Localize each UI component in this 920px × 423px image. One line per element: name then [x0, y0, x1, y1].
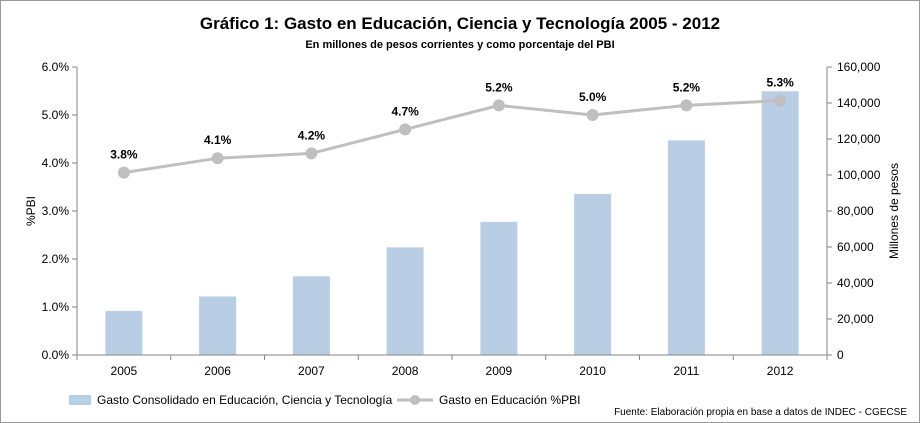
bar-2005	[105, 310, 143, 355]
x-axis-tick-label: 2008	[392, 364, 419, 378]
data-label-2006: 4.1%	[204, 133, 232, 147]
right-axis-tick-label: 20,000	[837, 312, 874, 326]
right-axis-tick-label: 0	[837, 348, 844, 362]
left-axis-tick-label: 1.0%	[42, 300, 70, 314]
left-axis-tick-label: 2.0%	[42, 252, 70, 266]
right-axis-tick-label: 60,000	[837, 240, 874, 254]
bar-2011	[667, 140, 705, 355]
axes-layer: 0.0% 1.0% 2.0% 3.0% 4.0% 5.0% 6.0% 0 20,000 40,00…	[42, 60, 881, 378]
line-point-2010	[586, 109, 599, 121]
left-axis-tick-label: 6.0%	[42, 60, 70, 74]
x-axis-tick-label: 2011	[673, 364, 699, 378]
bars-layer	[105, 91, 799, 356]
bar-2008	[386, 247, 424, 355]
chart-subtitle: En millones de pesos corrientes y como p…	[305, 39, 614, 51]
line-layer	[117, 94, 787, 179]
data-label-2007: 4.2%	[298, 128, 326, 142]
right-axis-tick-label: 160,000	[837, 60, 881, 74]
line-point-2012	[774, 94, 787, 107]
legend-label-line: Gasto en Educación %PBI	[439, 393, 580, 407]
right-axis-tick-label: 120,000	[837, 132, 881, 146]
bar-2009	[480, 221, 518, 355]
line-point-2007	[305, 147, 318, 160]
left-axis-tick-label: 3.0%	[42, 204, 70, 218]
x-axis-tick-label: 2009	[486, 364, 513, 378]
left-axis-tick-label: 5.0%	[42, 108, 70, 122]
bar-2006	[199, 296, 237, 355]
line-point-2006	[211, 152, 224, 165]
x-axis-tick-label: 2005	[111, 364, 138, 378]
x-axis-tick-label: 2010	[579, 364, 606, 378]
data-label-2012: 5.3%	[766, 76, 794, 90]
line-series-path	[123, 99, 781, 175]
bar-2010	[574, 193, 612, 355]
bar-2007	[292, 276, 330, 355]
right-axis-label: Millones de pesos	[887, 163, 901, 259]
line-point-2009	[492, 99, 505, 112]
right-axis-tick-label: 40,000	[837, 276, 874, 290]
data-label-2010: 5.0%	[579, 90, 607, 104]
right-axis-tick-label: 140,000	[837, 96, 881, 110]
legend-label-bar: Gasto Consolidado en Educación, Ciencia …	[97, 393, 393, 407]
left-axis-tick-label: 4.0%	[42, 156, 70, 170]
left-axis-label: %PBI	[24, 196, 38, 226]
x-axis-tick-label: 2012	[767, 364, 794, 378]
data-label-2008: 4.7%	[391, 104, 419, 118]
line-point-2011	[680, 99, 693, 112]
chart-title: Gráfico 1: Gasto en Educación, Ciencia y…	[200, 14, 720, 33]
x-axis-tick-label: 2007	[298, 364, 325, 378]
line-point-2008	[399, 123, 412, 136]
data-label-2005: 3.8%	[110, 148, 138, 162]
left-axis-tick-label: 0.0%	[42, 348, 70, 362]
right-axis-tick-label: 80,000	[837, 204, 874, 218]
legend-swatch-marker	[410, 395, 420, 405]
legend: Gasto Consolidado en Educación, Ciencia …	[69, 393, 580, 407]
data-label-2009: 5.2%	[485, 80, 513, 94]
line-point-2005	[117, 166, 130, 179]
labels-layer: 3.8% 4.1% 4.2% 4.7% 5.2% 5.0% 5.2% 5.3%	[110, 76, 794, 162]
right-axis-tick-label: 100,000	[837, 168, 881, 182]
data-label-2011: 5.2%	[673, 80, 701, 94]
x-axis-tick-label: 2006	[204, 364, 231, 378]
source-note: Fuente: Elaboración propia en base a dat…	[614, 407, 907, 418]
bar-2012	[761, 91, 799, 356]
legend-swatch-bar	[69, 395, 91, 405]
